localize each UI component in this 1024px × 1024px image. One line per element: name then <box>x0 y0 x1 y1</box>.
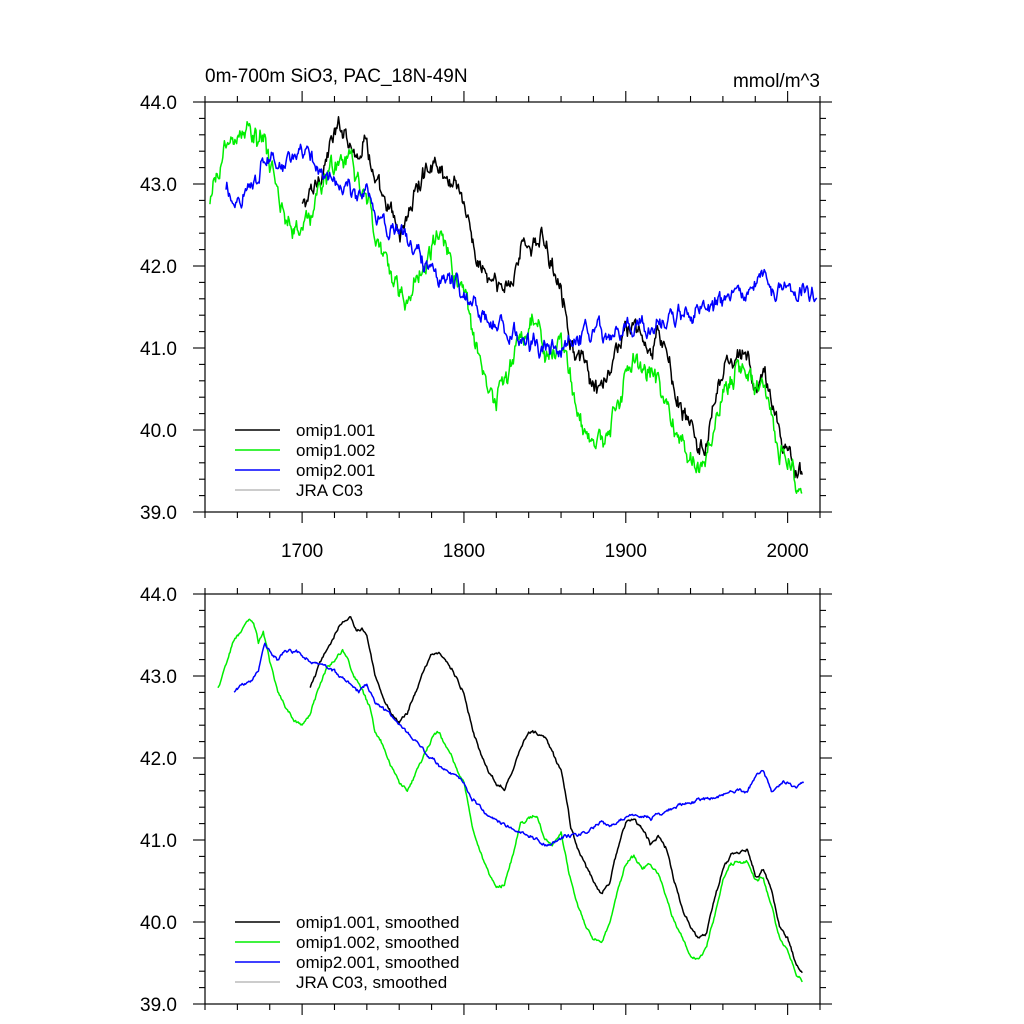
series-line-2 <box>209 120 803 494</box>
y-tick-label: 41.0 <box>140 339 177 360</box>
y-tick-label: 43.0 <box>140 175 177 196</box>
legend-label-2: omip1.002, smoothed <box>296 933 460 952</box>
legend-label-4: JRA C03, smoothed <box>296 973 447 992</box>
x-tick-label: 1900 <box>605 541 647 562</box>
y-tick-label: 44.0 <box>140 93 177 114</box>
legend-label-3: omip2.001 <box>296 461 375 480</box>
chart-panel-2: 39.0 40.0 41.0 42.0 43.0 44.0 omip1.001, smoot… <box>140 583 832 1016</box>
x-tick-label: 1800 <box>443 541 485 562</box>
y-tick-label: 43.0 <box>140 667 177 688</box>
chart-panel-1: 1700 1800 1900 2000 39.0 40.0 41.0 42.0 43.0 44.0… <box>140 66 832 562</box>
x-tick-label: 2000 <box>766 541 808 562</box>
y-tick-label: 42.0 <box>140 257 177 278</box>
plot-frame <box>204 101 821 513</box>
y-tick-label: 39.0 <box>140 995 177 1016</box>
y-tick-label: 40.0 <box>140 913 177 934</box>
series-line-1 <box>309 616 803 974</box>
chart-title: 0m-700m SiO3, PAC_18N-49N <box>205 66 468 87</box>
legend-label-1: omip1.001 <box>296 421 375 440</box>
legend-label-4: JRA C03 <box>296 481 363 500</box>
legend-label-1: omip1.001, smoothed <box>296 913 460 932</box>
y-tick-label: 40.0 <box>140 421 177 442</box>
plot-frame <box>204 593 821 1005</box>
units-label: mmol/m^3 <box>733 71 820 92</box>
y-tick-label: 41.0 <box>140 831 177 852</box>
legend-label-2: omip1.002 <box>296 441 375 460</box>
legend-label-3: omip2.001, smoothed <box>296 953 460 972</box>
y-tick-label: 42.0 <box>140 749 177 770</box>
series-line-1 <box>301 116 803 479</box>
y-tick-label: 39.0 <box>140 503 177 524</box>
series-line-3 <box>233 642 804 847</box>
x-tick-label: 1700 <box>281 541 323 562</box>
series-line-3 <box>225 143 818 359</box>
y-tick-label: 44.0 <box>140 585 177 606</box>
series-line-2 <box>217 618 803 983</box>
